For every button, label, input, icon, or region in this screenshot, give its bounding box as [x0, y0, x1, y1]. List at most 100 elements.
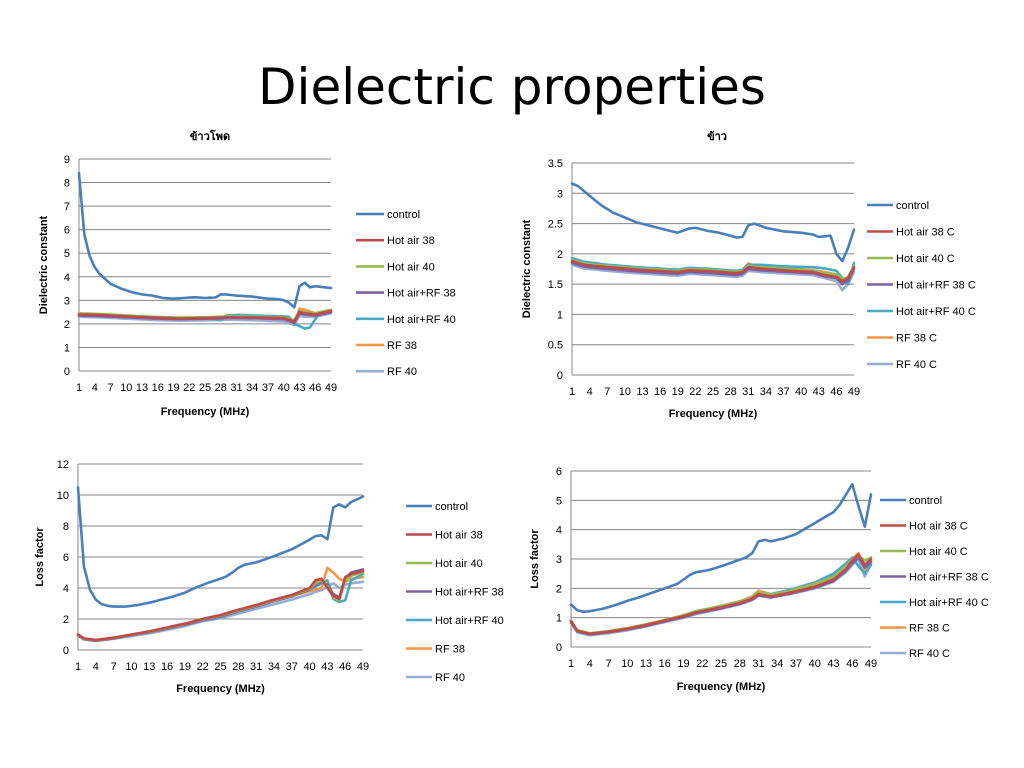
y-tick-label: 12 [57, 459, 69, 471]
y-tick-label: 6 [556, 466, 562, 478]
y-tick-label: 4 [556, 525, 562, 537]
legend-label: Hot air 40 [435, 558, 483, 570]
y-tick-label: 8 [64, 178, 70, 190]
x-tick-label: 22 [197, 661, 209, 673]
series-line-hot-air-40-c [569, 554, 873, 635]
gridlines [571, 470, 871, 619]
series-line-control [77, 171, 333, 309]
legend-label: control [896, 200, 929, 212]
y-tick-label: 8 [63, 521, 69, 533]
x-tick-label: 1 [568, 658, 574, 670]
x-tick-label: 37 [286, 661, 298, 673]
legend-label: RF 40 C [896, 359, 937, 371]
x-tick-label: 19 [672, 386, 684, 398]
legend-label: Hot air+RF 38 C [909, 572, 989, 584]
x-axis-label: Frequency (MHz) [677, 681, 766, 693]
y-axis-label: Loss factor [34, 527, 46, 587]
gridlines [78, 463, 363, 620]
x-tick-label: 46 [309, 382, 321, 394]
y-tick-label: 5 [556, 495, 562, 507]
x-tick-label: 34 [760, 386, 772, 398]
gridlines [79, 158, 331, 348]
y-tick-label: 0 [63, 645, 69, 657]
x-tick-label: 4 [92, 382, 98, 394]
x-axis-label: Frequency (MHz) [669, 408, 758, 420]
x-tick-label: 49 [848, 386, 860, 398]
y-tick-label: 0.5 [548, 340, 563, 352]
y-tick-label: 2 [64, 319, 70, 331]
y-tick-label: 2 [63, 614, 69, 626]
legend-label: Hot air+RF 38 [435, 587, 504, 599]
legend-label: control [909, 495, 942, 507]
y-axis-label: Dielectric constant [521, 219, 533, 318]
x-tick-label: 19 [179, 661, 191, 673]
x-tick-label: 16 [152, 382, 164, 394]
x-tick-label: 4 [587, 386, 593, 398]
x-axis-label: Frequency (MHz) [161, 406, 250, 418]
x-tick-label: 49 [325, 382, 337, 394]
x-tick-label: 28 [725, 386, 737, 398]
x-tick-label: 22 [183, 382, 195, 394]
x-tick-label: 28 [734, 658, 746, 670]
x-tick-label: 13 [136, 382, 148, 394]
x-tick-label: 19 [167, 382, 179, 394]
series-line-hot-air-38 [77, 309, 333, 323]
y-axis-label: Loss factor [529, 529, 541, 589]
x-tick-label: 34 [771, 658, 783, 670]
y-tick-label: 2 [556, 583, 562, 595]
x-tick-label: 43 [321, 661, 333, 673]
legend-label: Hot air 38 C [896, 227, 955, 239]
x-tick-label: 37 [790, 658, 802, 670]
legend-label: control [435, 501, 468, 513]
series-line-rf-40-c [570, 263, 856, 292]
y-tick-label: 4 [64, 272, 70, 284]
x-tick-label: 1 [75, 661, 81, 673]
x-tick-label: 19 [677, 658, 689, 670]
series-line-hot-air-38-c [570, 259, 856, 283]
y-tick-label: 3 [556, 554, 562, 566]
legend-label: RF 40 C [909, 648, 950, 660]
y-tick-label: 0 [64, 366, 70, 378]
x-axis-label: Frequency (MHz) [176, 683, 265, 695]
gridlines [572, 162, 854, 346]
x-tick-label: 34 [246, 382, 258, 394]
x-tick-label: 10 [125, 661, 137, 673]
x-tick-label: 16 [654, 386, 666, 398]
legend-label: Hot air 40 C [896, 253, 955, 265]
legend-label: Hot air+RF 38 [387, 288, 456, 300]
x-tick-label: 46 [846, 658, 858, 670]
x-tick-label: 13 [640, 658, 652, 670]
y-tick-label: 1.5 [548, 279, 563, 291]
chart-title: ข้าวโพด [190, 129, 230, 143]
x-tick-label: 1 [569, 386, 575, 398]
x-tick-label: 31 [742, 386, 754, 398]
x-tick-label: 10 [619, 386, 631, 398]
x-tick-label: 37 [262, 382, 274, 394]
y-tick-label: 3.5 [548, 158, 563, 170]
x-tick-label: 22 [689, 386, 701, 398]
x-tick-label: 49 [865, 658, 877, 670]
x-tick-label: 13 [636, 386, 648, 398]
y-tick-label: 9 [64, 154, 70, 166]
x-tick-label: 10 [120, 382, 132, 394]
x-tick-label: 31 [230, 382, 242, 394]
x-tick-label: 25 [214, 661, 226, 673]
x-tick-label: 40 [278, 382, 290, 394]
legend-label: RF 38 [387, 340, 417, 352]
x-tick-label: 43 [827, 658, 839, 670]
x-tick-label: 43 [293, 382, 305, 394]
legend-label: RF 38 [435, 644, 465, 656]
x-tick-label: 7 [605, 658, 611, 670]
x-tick-label: 49 [357, 661, 369, 673]
y-tick-label: 4 [63, 583, 69, 595]
y-tick-label: 7 [64, 201, 70, 213]
y-tick-label: 6 [64, 225, 70, 237]
x-tick-label: 25 [715, 658, 727, 670]
x-tick-label: 4 [587, 658, 593, 670]
legend-label: RF 40 [387, 366, 417, 378]
x-tick-label: 31 [752, 658, 764, 670]
series-line-hot-air-plus-rf-38-c [569, 556, 873, 636]
legend-label: RF 38 C [909, 623, 950, 635]
